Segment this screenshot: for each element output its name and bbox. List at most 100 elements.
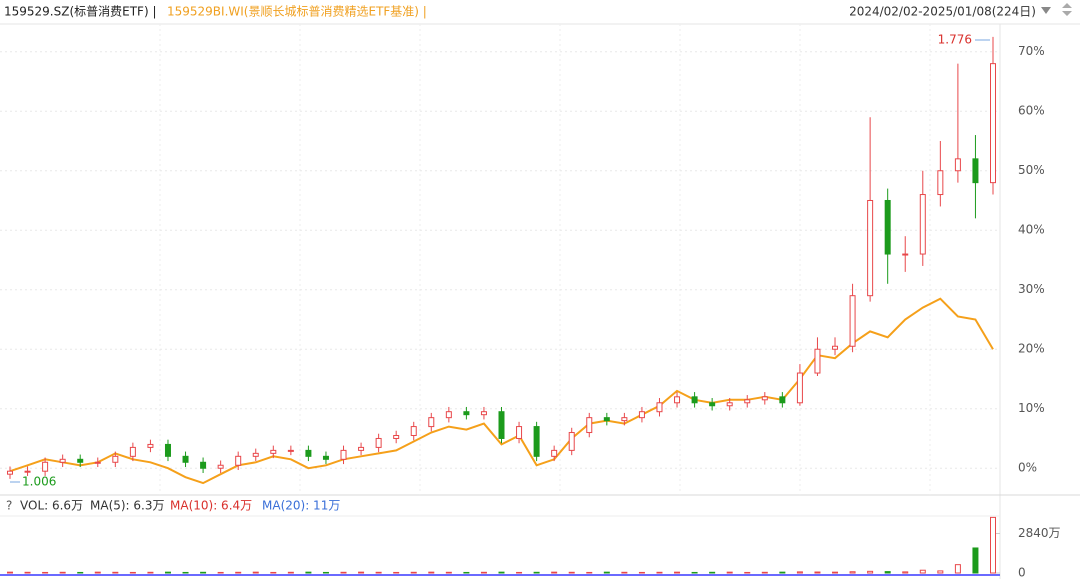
- annotation: 1.776: [938, 33, 972, 47]
- candle-body: [322, 455, 329, 460]
- candle-body: [796, 372, 803, 404]
- volume-bar: [7, 571, 13, 574]
- volume-bar: [796, 571, 803, 574]
- candle-body: [463, 411, 470, 416]
- candle-body: [410, 426, 417, 437]
- annotation: 1.006: [22, 475, 56, 489]
- volume-bar: [42, 571, 49, 574]
- candle-body: [182, 455, 189, 463]
- volume-bar: [129, 571, 136, 574]
- candle-body: [849, 295, 856, 347]
- candle-body: [884, 199, 891, 255]
- volume-bar: [779, 571, 786, 574]
- volume-bar: [867, 570, 874, 574]
- candle-body: [779, 396, 786, 404]
- volume-bar: [147, 571, 154, 574]
- candle-body: [445, 411, 452, 419]
- volume-bar: [200, 571, 207, 574]
- volume-tick-label: 2840万: [1018, 526, 1061, 540]
- volume-bar: [709, 571, 716, 574]
- date-range[interactable]: 2024/02/02-2025/01/08(224日): [849, 5, 1036, 19]
- candle-body: [603, 417, 610, 422]
- candle-body: [112, 455, 119, 463]
- y-tick-label: 50%: [1018, 163, 1045, 177]
- candle-body: [990, 63, 996, 184]
- volume-bar: [393, 571, 400, 574]
- volume-bar: [551, 571, 558, 574]
- title: 159529.SZ(标普消费ETF) |: [4, 5, 157, 19]
- volume-bar: [94, 571, 101, 574]
- candle-body: [586, 417, 593, 434]
- candle-body: [533, 426, 540, 457]
- candle-body: [656, 402, 663, 413]
- volume-bar: [235, 571, 242, 574]
- volume-bar: [726, 571, 733, 574]
- dropdown-arrow[interactable]: [1041, 7, 1051, 14]
- scroll-arrows[interactable]: [1062, 3, 1072, 16]
- volume-bar: [375, 571, 382, 574]
- candle-body: [393, 435, 400, 439]
- volume-bar: [24, 571, 31, 574]
- candle-body: [832, 345, 839, 350]
- volume-bar: [656, 571, 663, 574]
- volume-bar: [954, 564, 961, 574]
- candle-body: [480, 411, 487, 416]
- benchmark-line: [9, 297, 994, 485]
- candle-body: [972, 158, 979, 184]
- y-tick-label: 0%: [1018, 461, 1037, 475]
- volume-bar: [638, 571, 645, 574]
- candle-body: [252, 452, 259, 457]
- candle-body: [498, 411, 505, 439]
- y-tick-label: 70%: [1018, 44, 1045, 58]
- candle-body: [867, 199, 874, 297]
- candle-body: [744, 399, 751, 404]
- y-tick-label: 30%: [1018, 282, 1045, 296]
- volume-bar: [937, 570, 944, 574]
- volume-bar: [603, 571, 610, 574]
- volume-bar: [112, 571, 119, 574]
- candle-body: [568, 432, 575, 451]
- candle-body: [638, 411, 645, 419]
- volume-bar: [884, 571, 891, 574]
- y-tick-label: 10%: [1018, 401, 1045, 415]
- volume-bar: [217, 571, 224, 574]
- candle-body: [235, 455, 242, 466]
- volume-bar: [849, 571, 856, 574]
- volume-tick-label: 0: [1018, 566, 1026, 579]
- candle-body: [24, 470, 31, 473]
- volume-bar: [428, 571, 435, 574]
- candle-body: [375, 437, 382, 448]
- volume-bar: [77, 571, 84, 574]
- candle-body: [726, 402, 733, 407]
- candle-body: [94, 461, 101, 464]
- candle-body: [691, 396, 698, 404]
- candle-body: [287, 449, 294, 452]
- candle-body: [358, 446, 365, 451]
- candle-body: [516, 426, 523, 439]
- volume-bar: [287, 571, 294, 574]
- volume-bar: [59, 571, 66, 574]
- candle-body: [428, 417, 435, 428]
- volume-bar: [919, 569, 926, 574]
- volume-bar: [480, 571, 487, 574]
- volume-bar: [990, 516, 996, 574]
- volume-bar: [463, 571, 470, 574]
- candle-body: [814, 348, 821, 374]
- volume-bar: [533, 571, 540, 574]
- volume-bar: [691, 571, 698, 574]
- candle-body: [674, 396, 681, 404]
- volume-bar: [182, 571, 189, 574]
- volume-bar: [832, 571, 839, 574]
- volume-bar: [358, 571, 365, 574]
- y-tick-label: 60%: [1018, 104, 1045, 118]
- volume-bar: [568, 571, 575, 574]
- volume-bar: [744, 571, 751, 574]
- candle-body: [919, 194, 926, 255]
- volume-bar: [498, 571, 505, 574]
- candle-body: [129, 446, 136, 457]
- candle-body: [551, 449, 558, 457]
- candle-body: [217, 464, 224, 469]
- candle-body: [200, 461, 207, 469]
- volume-legend: ?: [6, 499, 12, 513]
- volume-bar: [586, 571, 593, 574]
